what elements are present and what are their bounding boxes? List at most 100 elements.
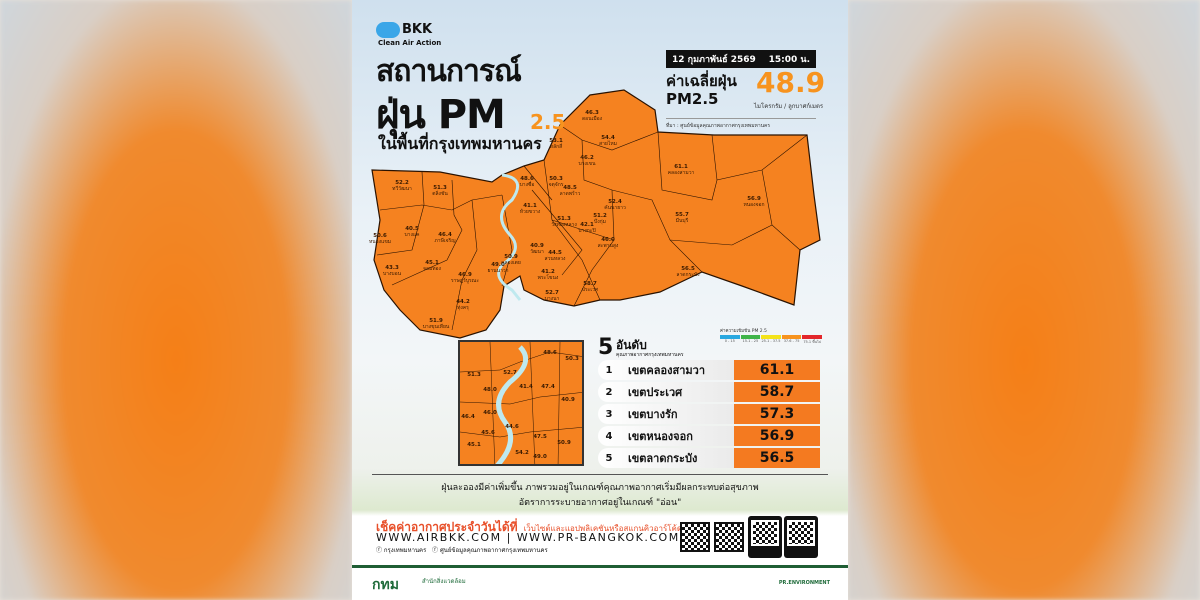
legend-swatch	[720, 335, 740, 339]
pm25-value: 56.5	[734, 448, 820, 468]
chao-phraya-river	[497, 173, 522, 301]
rank-number: 5	[605, 452, 613, 464]
department-name: สำนักสิ่งแวดล้อม	[422, 578, 466, 585]
inset-label: 47.5	[533, 434, 547, 440]
inset-label: 48.0	[483, 387, 497, 393]
date: 12 กุมภาพันธ์ 2569	[672, 55, 756, 65]
map-outline	[371, 89, 821, 339]
inset-label: 46.0	[483, 410, 497, 416]
time: 15:00 น.	[768, 55, 810, 65]
district-label: 55.7 มีนบุรี	[675, 212, 689, 224]
legend-title: ค่าความเข้มข้น PM 2.5	[720, 329, 767, 334]
ranking-row: 4 เขตหนองจอก 56.9	[598, 426, 820, 446]
district-label: 52.4 คันนายาว	[604, 199, 626, 211]
average-unit: ไมโครกรัม / ลูกบาศก์เมตร	[754, 103, 824, 110]
district-label: 41.2 พระโขนง	[537, 269, 559, 281]
inset-label: 50.9	[557, 440, 571, 446]
district-label: 41.1 ห้วยขวาง	[519, 203, 541, 215]
divider	[372, 474, 828, 475]
average-label-line1: ค่าเฉลี่ยฝุ่น	[666, 72, 737, 90]
district-label: 50.3 จตุจักร	[548, 176, 564, 188]
message-line2: อัตราการระบายอากาศอยู่ในเกณฑ์ "อ่อน"	[518, 498, 682, 508]
pm25-legend: ค่าความเข้มข้น PM 2.5 0 - 15 15.1 - 25 25.…	[720, 327, 822, 345]
ranking-row: 1 เขตคลองสามวา 61.1	[598, 360, 820, 380]
district-label: 52.7 บางนา	[544, 290, 560, 302]
facebook-page-1[interactable]: กรุงเทพมหานคร	[383, 547, 427, 554]
google-play-qr	[784, 516, 818, 558]
background-blur-right	[848, 0, 1200, 600]
ranking-title: อันดับ	[616, 338, 647, 352]
brand-tagline: Clean Air Action	[378, 39, 442, 47]
app-store-qr	[748, 516, 782, 558]
inset-label: 46.4	[461, 414, 475, 420]
legend-range: 75.1 ขึ้นไป	[803, 340, 822, 344]
district-label: 54.4 สายไหม	[599, 135, 617, 147]
inset-label: 49.0	[533, 454, 547, 460]
inset-label: 40.9	[561, 397, 575, 403]
district-label: 52.2 ทวีวัฒนา	[392, 180, 412, 192]
cloud-sun-logo-icon	[376, 22, 400, 38]
inset-label: 41.4	[519, 384, 533, 390]
district-label: 40.5 บางแค	[404, 226, 420, 238]
district-label: 48.5 ลาดพร้าว	[559, 185, 581, 197]
district-label: 50.9 คลองเตย	[501, 254, 521, 266]
district-label: 46.9 ราษฎร์บูรณะ	[450, 272, 480, 284]
district-label: 53.1 หลักสี่	[549, 138, 563, 150]
pm25-value: 58.7	[734, 382, 820, 402]
inset-label: 50.3	[565, 356, 579, 362]
district-label: 40.9 วัฒนา	[530, 243, 544, 255]
qr-code-1	[680, 522, 710, 552]
legend-range: 37.6 - 75	[783, 339, 800, 343]
district-label: 56.9 หนองจอก	[743, 196, 765, 208]
infographic-poster: BKK Clean Air Action สถานการณ์ ฝุ่น PM 2…	[352, 0, 848, 600]
district-name: เขตประเวศ	[628, 386, 683, 399]
district-name: เขตบางรัก	[628, 408, 678, 421]
ranking-row: 5 เขตลาดกระบัง 56.5	[598, 448, 820, 468]
pm25-value: 61.1	[734, 360, 820, 380]
bma-logo: กทม	[372, 577, 399, 593]
inset-label: 44.6	[505, 424, 519, 430]
legend-range: 25.1 - 37.5	[761, 339, 781, 343]
check-air-text: เช็คค่าอากาศประจำวันได้ที่	[376, 520, 518, 534]
district-label: 42.1 บางกะปิ	[578, 222, 596, 234]
inner-city-inset-map: 48.6 50.3 52.7 51.3 48.0 41.4 47.4 40.9 46.4 46.0…	[458, 340, 584, 466]
inset-label: 45.1	[467, 442, 481, 448]
check-air-heading: เช็คค่าอากาศประจำวันได้ที่ เว็บไซต์และแอป…	[376, 518, 682, 537]
district-label: 51.9 บางขุนเทียน	[422, 318, 450, 330]
district-label: 49.0 ยานนาวา	[487, 262, 509, 274]
district-name: เขตหนองจอก	[628, 430, 693, 443]
average-value: 48.9	[756, 66, 826, 99]
district-label: 61.1 คลองสามวา	[667, 164, 695, 176]
ranking-subtitle: คุณภาพอากาศกรุงเทพมหานคร	[616, 352, 684, 358]
district-label: 46.2 บางเขน	[578, 155, 596, 167]
ranking-row: 3 เขตบางรัก 57.3	[598, 404, 820, 424]
background-blur-left	[0, 0, 352, 600]
pm25-value: 56.9	[734, 426, 820, 446]
district-label: 50.6 หนองแขม	[368, 233, 392, 245]
district-label: 44.5 สวนหลวง	[544, 250, 566, 262]
websites[interactable]: WWW.AIRBKK.COM | WWW.PR-BANGKOK.COM	[376, 531, 680, 544]
facebook-links: ⓕ กรุงเทพมหานคร ⓕ ศูนย์ข้อมูลคุณภาพอากาศ…	[376, 547, 548, 554]
rank-number: 2	[605, 386, 613, 398]
date-time-bar: 12 กุมภาพันธ์ 2569 15:00 น.	[666, 50, 816, 68]
district-label: 46.3 ดอนเมือง	[581, 110, 603, 122]
title-line3: ในพื้นที่กรุงเทพมหานคร	[378, 134, 542, 153]
district-name: เขตคลองสามวา	[628, 364, 705, 377]
facebook-page-2[interactable]: ศูนย์ข้อมูลคุณภาพอากาศกรุงเทพมหานคร	[439, 547, 548, 554]
legend-range: 0 - 15	[724, 339, 735, 343]
message-line1: ฝุ่นละอองมีค่าเพิ่มขึ้น ภาพรวมอยู่ในเกณฑ…	[441, 483, 759, 493]
legend-swatch	[781, 335, 802, 339]
legend-range: 15.1 - 25	[742, 339, 759, 343]
brand-name: BKK	[402, 22, 433, 37]
district-label: 45.1 จอมทอง	[423, 260, 441, 272]
district-borders	[376, 124, 808, 331]
inset-label: 54.2	[515, 450, 529, 456]
title-line2: ฝุ่น PM	[376, 92, 506, 138]
district-label: 43.3 บางบอน	[382, 265, 402, 277]
district-label: 48.6 บางซื่อ	[519, 176, 535, 188]
rank-number: 4	[605, 430, 613, 442]
district-label: 56.5 ลาดกระบัง	[676, 266, 700, 278]
inset-label: 52.7	[503, 370, 517, 376]
title-line1: สถานการณ์	[376, 54, 522, 89]
average-label-line2: PM2.5	[666, 90, 719, 108]
